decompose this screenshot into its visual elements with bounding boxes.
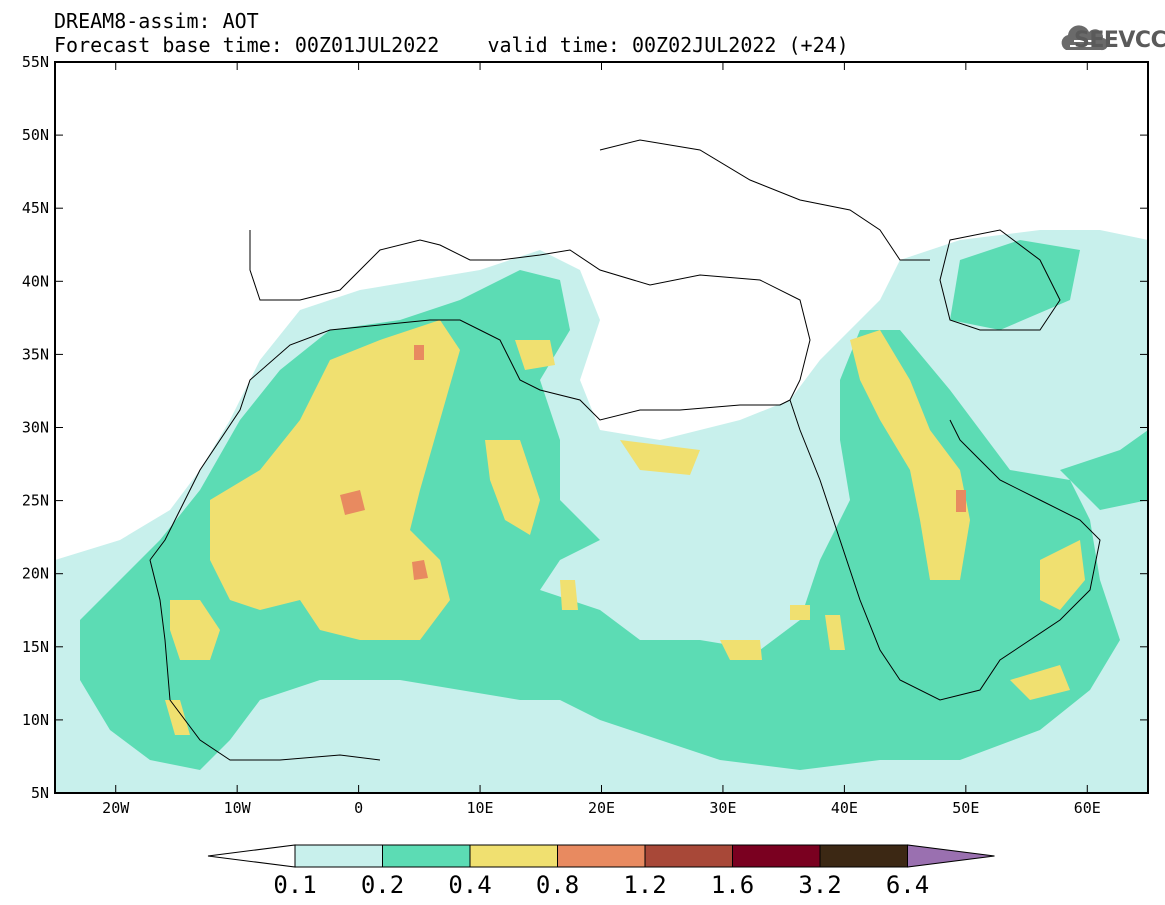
colorbar-under-triangle (207, 844, 296, 868)
colorbar-swatch (819, 844, 908, 868)
colorbar-label: 1.2 (623, 871, 666, 899)
lat-tick-label: 55N (22, 53, 49, 71)
colorbar-over-triangle (907, 844, 995, 868)
lat-tick-label: 45N (22, 199, 49, 217)
colorbar-label: 0.4 (448, 871, 491, 899)
colorbar-label: 3.2 (798, 871, 841, 899)
colorbar-label: 0.8 (536, 871, 579, 899)
lat-tick-label: 10N (22, 711, 49, 729)
lat-tick-label: 5N (31, 784, 49, 802)
colorbar-swatch (732, 844, 821, 868)
lon-tick-label: 30E (709, 799, 736, 817)
lon-tick-label: 10E (467, 799, 494, 817)
colorbar-label: 0.1 (273, 871, 316, 899)
map-title: DREAM8-assim: AOT (54, 9, 259, 33)
lat-tick-label: 15N (22, 638, 49, 656)
colorbar-swatch (294, 844, 383, 868)
forecast-time-line: Forecast base time: 00Z01JUL2022 valid t… (54, 33, 849, 57)
cloud-logo-icon (1061, 25, 1109, 51)
lon-tick-label: 60E (1074, 799, 1101, 817)
logo-text: SEEVCCC (1074, 28, 1165, 53)
colorbar-swatch (382, 844, 471, 868)
colorbar-swatch (644, 844, 733, 868)
colorbar-swatch (469, 844, 558, 868)
lon-tick-label: 10W (224, 799, 252, 817)
lat-tick-label: 40N (22, 272, 49, 290)
lat-tick-label: 35N (22, 345, 49, 363)
lon-tick-label: 0 (354, 799, 363, 817)
colorbar-label: 1.6 (711, 871, 754, 899)
lon-tick-label: 50E (952, 799, 979, 817)
latitude-axis: 55N 50N 45N 40N 35N 30N 25N 20N 15N 10N 5N (22, 53, 1148, 802)
aot-field (55, 62, 1148, 793)
colorbar-swatch (557, 844, 646, 868)
lat-tick-label: 20N (22, 565, 49, 583)
longitude-axis: 20W 10W 0 10E 20E 30E 40E 50E 60E (102, 62, 1101, 817)
lon-tick-label: 20E (588, 799, 615, 817)
colorbar-label: 6.4 (886, 871, 929, 899)
lat-tick-label: 30N (22, 419, 49, 437)
lon-tick-label: 20W (102, 799, 130, 817)
coastlines (149, 139, 1101, 761)
colorbar-label: 0.2 (361, 871, 404, 899)
lat-tick-label: 50N (22, 126, 49, 144)
lon-tick-label: 40E (831, 799, 858, 817)
lat-tick-label: 25N (22, 492, 49, 510)
